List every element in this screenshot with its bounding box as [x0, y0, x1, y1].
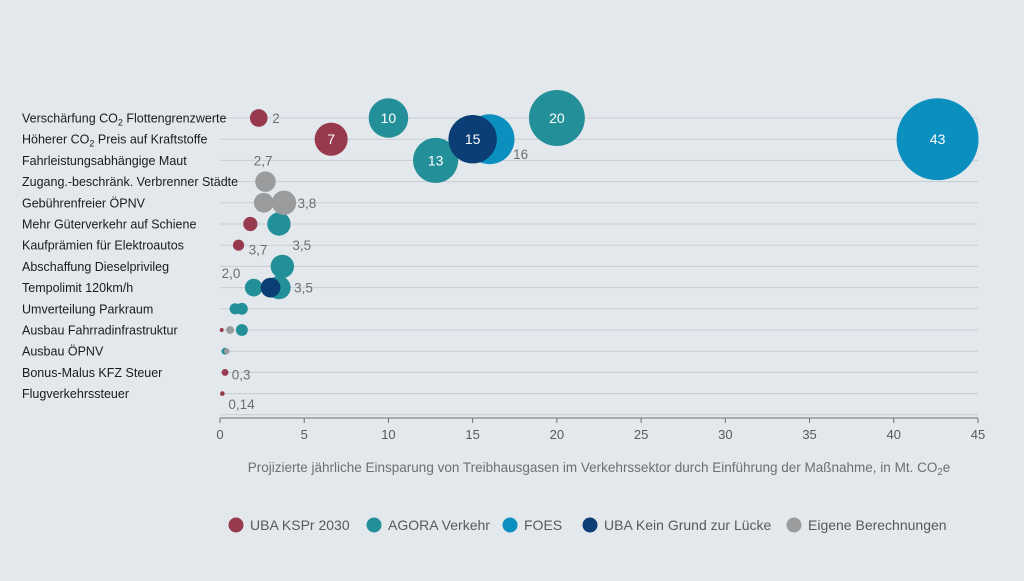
data-value-label: 2,7	[254, 153, 273, 168]
category-label: Verschärfung CO2​ Flottengrenzwerte	[22, 112, 226, 128]
category-label: Zugang.-beschränk. Verbrenner Städte	[22, 175, 238, 189]
bubbles: 7 10 20 13 43 15	[219, 90, 979, 396]
legend-marker	[502, 517, 518, 533]
bubble-point	[448, 114, 497, 164]
data-value-label: 3,5	[292, 238, 311, 253]
bubble-point	[232, 239, 245, 251]
category-label: Ausbau ÖPNV	[22, 345, 104, 359]
bubble-point	[226, 326, 235, 334]
legend-marker	[786, 517, 802, 533]
bubble-value-label: 20	[549, 110, 565, 126]
gridlines	[220, 117, 978, 416]
category-label: Bonus-Malus KFZ Steuer	[22, 366, 162, 380]
legend-item: Eigene Berechnungen	[786, 517, 947, 533]
x-tick-label: 20	[550, 427, 564, 442]
bubble-point	[368, 98, 409, 138]
bubble-point	[220, 391, 225, 396]
bubble-point	[260, 277, 281, 298]
bubble-point	[219, 328, 224, 332]
category-label: Flugverkehrssteuer	[22, 387, 129, 401]
legend-item: AGORA Verkehr	[366, 517, 490, 533]
bubble-point	[255, 171, 276, 192]
category-label: Fahrleistungsabhängige Maut	[22, 154, 187, 168]
x-tick-label: 30	[718, 427, 732, 442]
data-value-label: 3,8	[297, 196, 316, 211]
x-tick-label: 25	[634, 427, 648, 442]
data-value-label: 2,0	[222, 266, 241, 281]
bubble-point	[314, 122, 348, 156]
bubble-point	[413, 137, 459, 183]
category-label: Tempolimit 120km/h	[22, 281, 133, 295]
category-label: Abschaffung Dieselprivileg	[22, 260, 169, 274]
bubble-point	[528, 90, 585, 146]
bubble-point	[896, 98, 979, 181]
bubble-point	[235, 302, 248, 315]
bubble-point	[221, 368, 229, 376]
category-label: Mehr Güterverkehr auf Schiene	[22, 218, 196, 232]
bubble-point	[249, 109, 268, 127]
x-tick-label: 45	[971, 427, 985, 442]
legend-label: FOES	[524, 517, 562, 533]
x-tick-label: 10	[381, 427, 395, 442]
legend-label: AGORA Verkehr	[388, 517, 490, 533]
x-axis-title: Projizierte jährliche Einsparung von Tre…	[248, 460, 951, 478]
category-label: Umverteilung Parkraum	[22, 302, 153, 316]
data-value-label: 3,5	[294, 281, 313, 296]
data-value-label: 0,3	[232, 368, 251, 383]
bubble-value-label: 13	[428, 152, 444, 168]
legend-label: UBA KSPr 2030	[250, 517, 350, 533]
bubble-point	[270, 254, 295, 279]
data-value-label: 0,14	[228, 397, 255, 412]
legend-label: Eigene Berechnungen	[808, 517, 947, 533]
bubble-point	[235, 324, 248, 336]
data-value-label: 2	[272, 111, 280, 126]
category-label: Gebührenfreier ÖPNV	[22, 196, 146, 210]
bubble-point	[267, 212, 291, 236]
legend-item: UBA Kein Grund zur Lücke	[582, 517, 772, 533]
x-axis: 0 5 10 15 20 25 30 35 40 45 Projizierte jährliche …	[216, 417, 985, 478]
legend-item: UBA KSPr 2030	[228, 517, 350, 533]
x-tick-label: 15	[465, 427, 479, 442]
bubble-value-label: 7	[327, 131, 335, 147]
category-label: Höherer CO2​ Preis auf Kraftstoffe	[22, 133, 207, 149]
x-tick-label: 35	[802, 427, 816, 442]
legend-marker	[228, 517, 244, 533]
legend-marker	[366, 517, 382, 533]
bubble-point	[244, 278, 263, 297]
x-tick-label: 0	[216, 427, 223, 442]
category-labels: Verschärfung CO2​ Flottengrenzwerte Höher…	[22, 112, 238, 402]
legend-label: UBA Kein Grund zur Lücke	[604, 517, 772, 533]
data-value-label: 16	[513, 147, 528, 162]
data-value-label: 3,7	[249, 242, 268, 257]
bubble-point	[223, 348, 230, 354]
bubble-value-label: 10	[381, 110, 397, 126]
bubble-point	[271, 190, 297, 215]
bubble-value-label: 43	[930, 131, 946, 147]
x-tick-label: 5	[301, 427, 308, 442]
bubble-point	[253, 192, 274, 213]
bubble-point	[243, 216, 258, 232]
bubble-value-label: 15	[465, 131, 481, 147]
category-label: Kaufprämien für Elektroautos	[22, 239, 184, 253]
legend-marker	[582, 517, 598, 533]
x-tick-label: 40	[887, 427, 901, 442]
legend: UBA KSPr 2030 AGORA Verkehr FOES UBA Kein G…	[228, 517, 947, 533]
category-label: Ausbau Fahrradinfrastruktur	[22, 324, 178, 338]
legend-item: FOES	[502, 517, 562, 533]
value-labels: 2 16 2,7 3,8 3,7 3,5 2,0 3,5 0,3 0,14	[222, 111, 528, 412]
